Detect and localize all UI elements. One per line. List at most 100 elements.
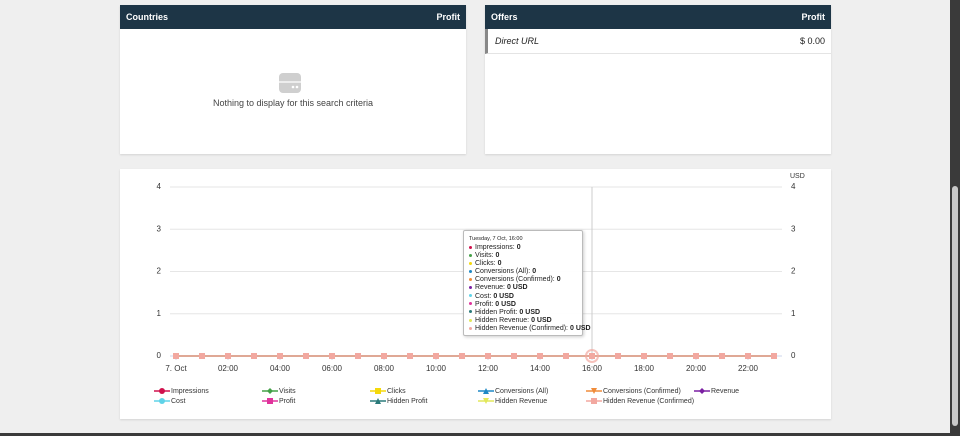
- y-tick-label: 4: [157, 182, 162, 191]
- panel-header: Countries Profit: [120, 5, 466, 29]
- point: [225, 353, 231, 359]
- y2-tick-label: 2: [791, 267, 796, 276]
- marker: [699, 388, 705, 394]
- legend-item[interactable]: Conversions (Confirmed): [586, 388, 681, 395]
- legend-item[interactable]: Revenue: [694, 388, 739, 395]
- marker: [483, 388, 489, 394]
- tooltip-value: 0: [556, 276, 561, 284]
- marker: [591, 388, 597, 394]
- marker: [267, 388, 273, 394]
- tooltip-label: Impressions:: [475, 244, 515, 251]
- x-tick-label: 04:00: [270, 364, 291, 373]
- point: [381, 353, 387, 359]
- tooltip-dot: [469, 318, 472, 322]
- tooltip: Tuesday, 7 Oct, 16:00 Impressions: 0 Visit…: [463, 230, 591, 336]
- column-header[interactable]: Profit: [801, 12, 826, 22]
- y-tick-label: 1: [157, 309, 162, 318]
- tooltip-item: Impressions: 0: [469, 244, 577, 252]
- tooltip-dot: [469, 294, 472, 298]
- legend-label: Hidden Revenue: [495, 398, 547, 405]
- x-tick-label: 12:00: [478, 364, 499, 373]
- tooltip-item: Hidden Revenue: 0 USD: [469, 317, 577, 325]
- legend-item[interactable]: Hidden Profit: [370, 398, 428, 405]
- scrollbar[interactable]: [950, 0, 960, 436]
- tooltip-dot: [469, 302, 472, 306]
- legend-label: Impressions: [171, 388, 209, 395]
- x-tick-label: 22:00: [738, 364, 759, 373]
- legend-label: Profit: [279, 398, 295, 405]
- tooltip-label: Hidden Revenue:: [475, 316, 530, 324]
- tooltip-item: Visits: 0: [469, 252, 577, 260]
- tooltip-value: 0: [532, 268, 537, 276]
- offer-profit: $ 0.00: [799, 36, 825, 46]
- tooltip-label: Visits:: [475, 252, 494, 260]
- point: [511, 353, 517, 359]
- offers-panel: Offers Profit Direct URL $ 0.00: [485, 5, 831, 154]
- point: [485, 353, 491, 359]
- y2-tick-label: 0: [791, 351, 796, 360]
- x-tick-label: 18:00: [634, 364, 655, 373]
- offer-row[interactable]: Direct URL $ 0.00: [485, 29, 831, 54]
- legend-label: Revenue: [711, 388, 739, 395]
- tooltip-value: 0 USD: [531, 316, 552, 324]
- empty-icon: [279, 73, 301, 93]
- tooltip-label: Conversions (Confirmed):: [475, 276, 555, 284]
- legend-item[interactable]: Visits: [262, 388, 296, 395]
- column-header[interactable]: Profit: [436, 12, 461, 22]
- tooltip-label: Cost:: [475, 292, 492, 300]
- legend-item[interactable]: Clicks: [370, 388, 406, 395]
- tooltip-value: 0: [516, 244, 521, 251]
- y-tick-label: 3: [157, 224, 162, 233]
- point: [199, 353, 205, 359]
- tooltip-label: Conversions (All):: [475, 268, 531, 276]
- tooltip-label: Hidden Profit:: [475, 308, 518, 316]
- point: [173, 353, 179, 359]
- panel-header: Offers Profit: [485, 5, 831, 29]
- point: [589, 353, 595, 359]
- legend-item[interactable]: Profit: [262, 398, 295, 405]
- point: [615, 353, 621, 359]
- point: [355, 353, 361, 359]
- scrollbar-thumb[interactable]: [952, 186, 958, 426]
- legend-label: Hidden Revenue (Confirmed): [603, 398, 694, 405]
- tooltip-item: Profit: 0 USD: [469, 301, 577, 309]
- tooltip-dot: [469, 245, 472, 249]
- legend-item[interactable]: Conversions (All): [478, 388, 548, 395]
- legend-item[interactable]: Impressions: [154, 388, 209, 395]
- legend-item[interactable]: Hidden Revenue: [478, 398, 547, 405]
- tooltip-dot: [469, 253, 472, 257]
- tooltip-label: Clicks:: [475, 260, 496, 268]
- y2-tick-label: 3: [791, 224, 796, 233]
- tooltip-item: Hidden Revenue (Confirmed): 0 USD: [469, 325, 591, 333]
- point: [641, 353, 647, 359]
- tooltip-item: Conversions (Confirmed): 0: [469, 276, 577, 284]
- legend-item[interactable]: Cost: [154, 398, 185, 405]
- point: [771, 353, 777, 359]
- y2-tick-label: 4: [791, 182, 796, 191]
- point: [303, 353, 309, 359]
- legend-label: Conversions (Confirmed): [603, 388, 681, 395]
- tooltip-item: Cost: 0 USD: [469, 293, 577, 301]
- tooltip-value: 0 USD: [493, 292, 514, 300]
- y2-axis-label: USD: [790, 173, 805, 180]
- point: [251, 353, 257, 359]
- tooltip-dot: [469, 269, 472, 273]
- marker: [375, 388, 381, 394]
- marker: [159, 398, 165, 404]
- hover-halo: [585, 349, 599, 363]
- tooltip-title: Tuesday, 7 Oct, 16:00: [469, 236, 523, 242]
- tooltip-item: Hidden Profit: 0 USD: [469, 309, 577, 317]
- tooltip-item: Clicks: 0: [469, 260, 577, 268]
- point: [667, 353, 673, 359]
- x-tick-label: 06:00: [322, 364, 343, 373]
- tooltip-label: Profit:: [475, 300, 494, 308]
- tooltip-dot: [469, 261, 472, 265]
- empty-message: Nothing to display for this search crite…: [212, 98, 374, 108]
- tooltip-dot: [469, 310, 472, 314]
- legend-item[interactable]: Hidden Revenue (Confirmed): [586, 398, 694, 405]
- x-tick-label: 16:00: [582, 364, 603, 373]
- tooltip-value: 0: [497, 260, 502, 268]
- y-tick-label: 0: [157, 351, 162, 360]
